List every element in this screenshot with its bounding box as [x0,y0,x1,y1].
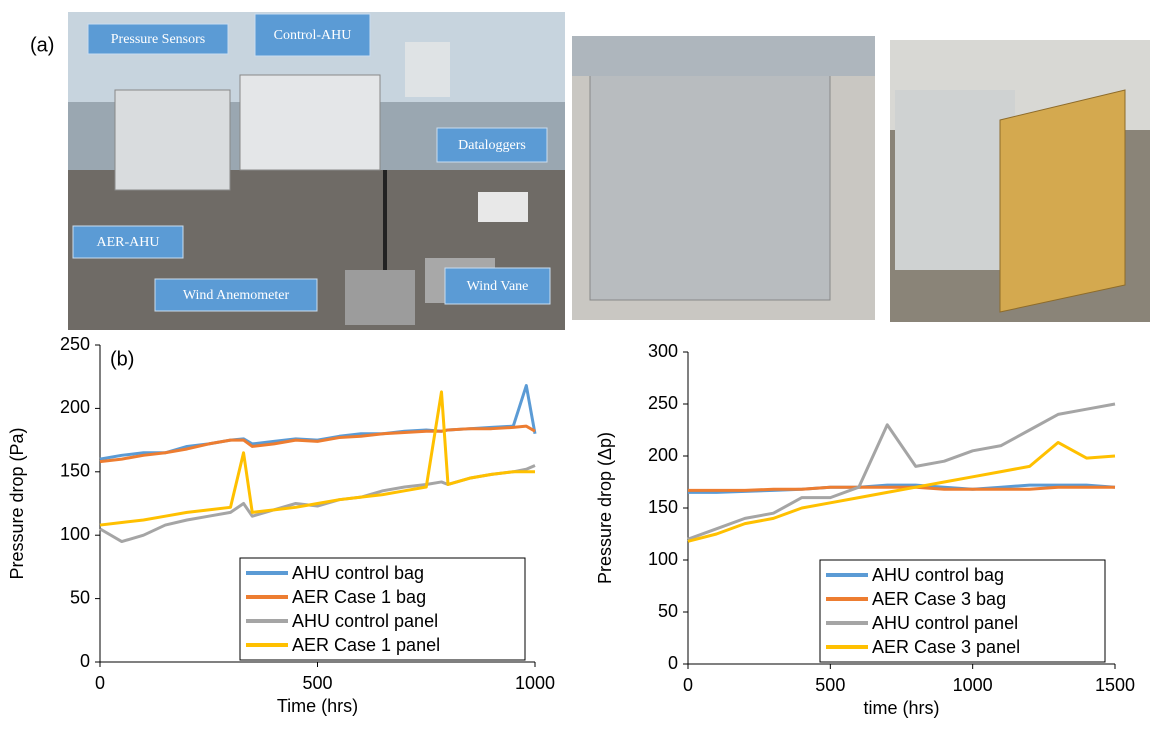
photo-setup [68,12,565,330]
y-axis-title: Pressure drop (Pa) [7,427,27,579]
photo-label: Wind Anemometer [183,288,290,303]
legend-label: AHU control bag [872,565,1004,585]
y-tick-label: 250 [60,334,90,354]
photo-aer-ahu [572,36,875,320]
x-tick-label: 500 [302,673,332,693]
y-tick-label: 150 [648,497,678,517]
y-tick-label: 100 [60,524,90,544]
photo-panel [890,40,1150,322]
series-line [99,384,537,461]
label-box [436,127,548,163]
series-line [99,390,535,527]
y-tick-label: 50 [658,601,678,621]
legend-label: AHU control panel [872,613,1018,633]
label-box [72,225,184,259]
legend-label: AER Case 3 panel [872,637,1020,657]
label-box [87,23,229,55]
series-line [99,424,536,464]
legend-label: AHU control bag [292,563,424,583]
photo-label: Pressure Sensors [111,32,206,47]
panel-label: (b) [110,348,134,370]
legend-label: AHU control panel [292,611,438,631]
y-axis-title: Pressure drop (Δp) [595,432,615,584]
x-tick-label: 0 [95,673,105,693]
photo-label: Control-AHU [274,28,352,43]
label-box [444,267,551,305]
x-axis-title: time (hrs) [864,698,940,718]
y-tick-label: 100 [648,549,678,569]
legend-label: AER Case 3 bag [872,589,1006,609]
x-tick-label: 500 [815,675,845,695]
label-box [254,13,371,57]
series-line [688,485,1115,492]
x-tick-label: 1500 [1095,675,1135,695]
photo-label: AER-AHU [97,235,160,250]
x-tick-label: 1000 [953,675,993,695]
series-line [687,402,1116,541]
legend-label: AER Case 1 panel [292,635,440,655]
x-axis-title: Time (hrs) [277,696,358,716]
y-tick-label: 200 [60,397,90,417]
photo-label: Dataloggers [458,138,526,153]
photo-label: Wind Vane [467,279,529,294]
panel-label: (a) [30,34,54,56]
y-tick-label: 0 [80,651,90,671]
legend-label: AER Case 1 bag [292,587,426,607]
y-tick-label: 0 [668,653,678,673]
series-line [687,440,1116,543]
y-tick-label: 300 [648,341,678,361]
y-tick-label: 50 [70,587,90,607]
x-tick-label: 1000 [515,673,555,693]
label-box [154,278,318,312]
y-tick-label: 150 [60,461,90,481]
x-tick-label: 0 [683,675,693,695]
y-tick-label: 250 [648,393,678,413]
y-tick-label: 200 [648,445,678,465]
